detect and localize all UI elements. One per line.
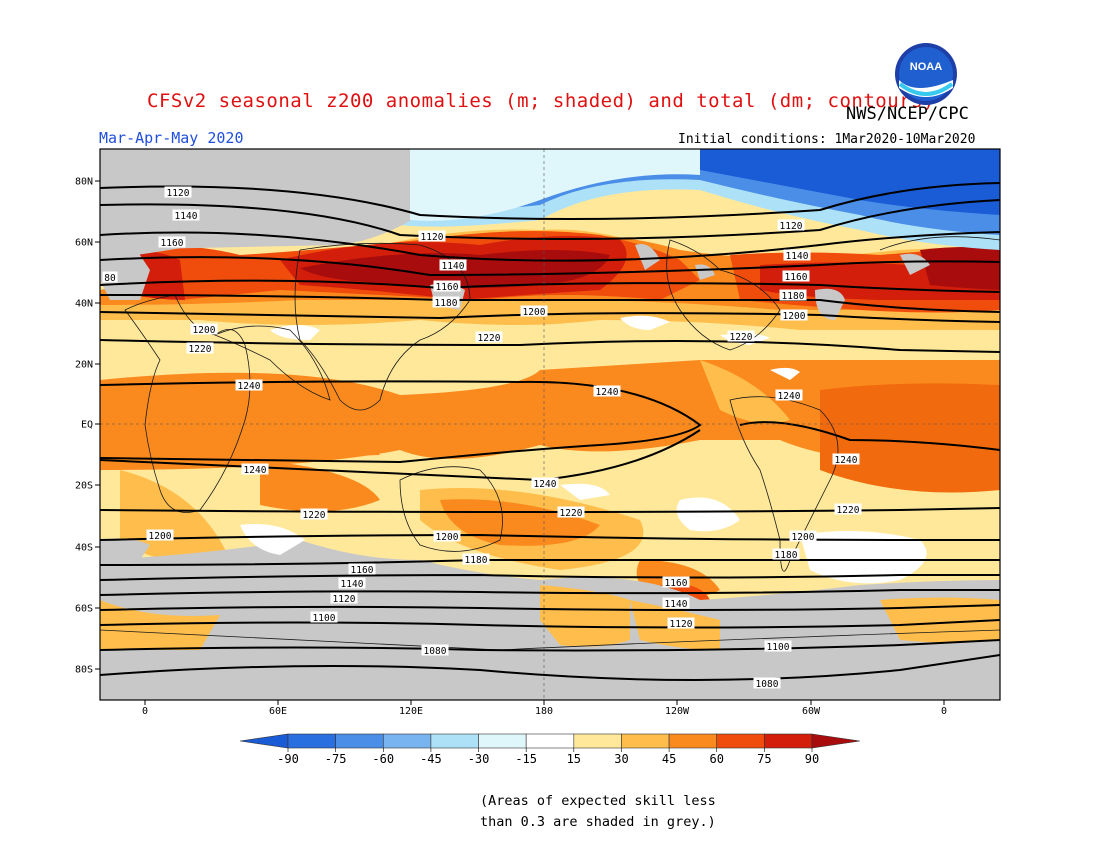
contour-label: 1120 xyxy=(421,232,444,243)
skill-footnote: (Areas of expected skill less than 0.3 a… xyxy=(480,791,716,833)
colorbar-label: -60 xyxy=(372,752,394,766)
colorbar-label: -45 xyxy=(420,752,442,766)
lon-tick-label: 120E xyxy=(399,706,423,717)
colorbar-label: 75 xyxy=(757,752,771,766)
contour-label: 1240 xyxy=(534,479,557,490)
contour-label: 1100 xyxy=(767,642,790,653)
colorbar-swatch xyxy=(525,733,575,749)
colorbar-label: -90 xyxy=(277,752,299,766)
lon-tick-label: 60W xyxy=(802,706,821,717)
contour-label: 1120 xyxy=(333,594,356,605)
colorbar-label: -30 xyxy=(468,752,490,766)
lat-tick-label: 20N xyxy=(75,360,93,371)
colorbar-swatch xyxy=(287,733,336,749)
colorbar-swatch xyxy=(430,733,479,749)
contour-label: 1200 xyxy=(792,532,815,543)
contour-label: 1200 xyxy=(783,311,806,322)
colorbar-swatch xyxy=(764,733,813,749)
contour-label: 1240 xyxy=(778,391,801,402)
lon-tick-label: 0 xyxy=(941,706,947,717)
contour-label: 1200 xyxy=(149,531,172,542)
colorbar-swatch xyxy=(478,733,527,749)
colorbar-label: 45 xyxy=(662,752,676,766)
colorbar-swatch xyxy=(621,733,670,749)
colorbar-label: 15 xyxy=(567,752,581,766)
contour-label: 1120 xyxy=(670,619,693,630)
footnote-line-1: (Areas of expected skill less xyxy=(480,793,716,809)
lat-tick-label: 40N xyxy=(75,299,93,310)
lat-tick-label: 20S xyxy=(75,481,93,492)
initial-conditions: Initial conditions: 1Mar2020-10Mar2020 xyxy=(678,132,976,147)
footnote-line-2: than 0.3 are shaded in grey.) xyxy=(480,814,716,830)
colorbar-swatch xyxy=(716,733,765,749)
lon-tick-label: 0 xyxy=(142,706,148,717)
lon-tick-label: 120W xyxy=(665,706,690,717)
lat-tick-label: 80N xyxy=(75,177,93,188)
contour-label: 1080 xyxy=(756,679,779,690)
contour-label: 1220 xyxy=(837,505,860,516)
contour-label: 1240 xyxy=(238,381,261,392)
contour-label: 1200 xyxy=(436,532,459,543)
colorbar-arrow-low xyxy=(239,733,289,749)
lat-tick-label: 80S xyxy=(75,665,93,676)
contour-label: 1160 xyxy=(436,282,459,293)
contour-label: 1140 xyxy=(341,579,364,590)
contour-label: 1220 xyxy=(189,344,212,355)
contour-label: 1240 xyxy=(835,455,858,466)
contour-label: 1160 xyxy=(351,565,374,576)
contour-label: 1180 xyxy=(775,550,798,561)
lat-tick-label: EQ xyxy=(81,420,93,431)
contour-label: 1220 xyxy=(303,510,326,521)
colorbar-swatch xyxy=(382,733,432,749)
contour-label: 1120 xyxy=(167,188,190,199)
lon-tick-label: 180 xyxy=(535,706,553,717)
contour-label: 1140 xyxy=(665,599,688,610)
contour-label: 1200 xyxy=(523,307,546,318)
contour-label: 1220 xyxy=(560,508,583,519)
contour-label: 1200 xyxy=(193,325,216,336)
contour-label: 1220 xyxy=(478,333,501,344)
lat-tick-label: 40S xyxy=(75,543,93,554)
noaa-logo-text: NOAA xyxy=(910,61,942,73)
contour-label: 1080 xyxy=(424,646,447,657)
colorbar-label: 60 xyxy=(710,752,724,766)
contour-label: 1140 xyxy=(175,211,198,222)
lat-tick-label: 60S xyxy=(75,604,93,615)
contour-label: 1100 xyxy=(313,613,336,624)
contour-label: 1160 xyxy=(161,238,184,249)
map-title: CFSv2 seasonal z200 anomalies (m; shaded… xyxy=(147,90,935,112)
contour-label: 1120 xyxy=(780,221,803,232)
contour-label: 80 xyxy=(104,273,116,284)
colorbar-label: 30 xyxy=(614,752,628,766)
contour-label: 1140 xyxy=(442,261,465,272)
contour-label: 1180 xyxy=(782,291,805,302)
contour-label: 1240 xyxy=(244,465,267,476)
noaa-logo: NOAA xyxy=(895,43,957,105)
anomaly-field xyxy=(100,149,1000,700)
contour-label: 1160 xyxy=(665,578,688,589)
colorbar-swatch xyxy=(335,733,384,749)
lon-tick-label: 60E xyxy=(269,706,287,717)
colorbar-arrow-high xyxy=(811,733,861,749)
colorbar-swatch xyxy=(573,733,622,749)
colorbar-label: -75 xyxy=(325,752,347,766)
contour-label: 1240 xyxy=(596,387,619,398)
colorbar-label: 90 xyxy=(805,752,819,766)
contour-label: 1160 xyxy=(785,272,808,283)
contour-label: 1180 xyxy=(435,298,458,309)
contour-label: 1140 xyxy=(786,251,809,262)
contour-label: 1220 xyxy=(730,332,753,343)
agency-label: NWS/NCEP/CPC xyxy=(846,104,969,124)
forecast-period: Mar-Apr-May 2020 xyxy=(99,129,244,147)
colorbar-swatch xyxy=(668,733,718,749)
contour-label: 1180 xyxy=(465,555,488,566)
colorbar: -90 -75 -60 -45 -30 -15 15 30 45 60 75 90 xyxy=(239,733,861,766)
colorbar-label: -15 xyxy=(515,752,537,766)
lat-tick-label: 60N xyxy=(75,238,93,249)
